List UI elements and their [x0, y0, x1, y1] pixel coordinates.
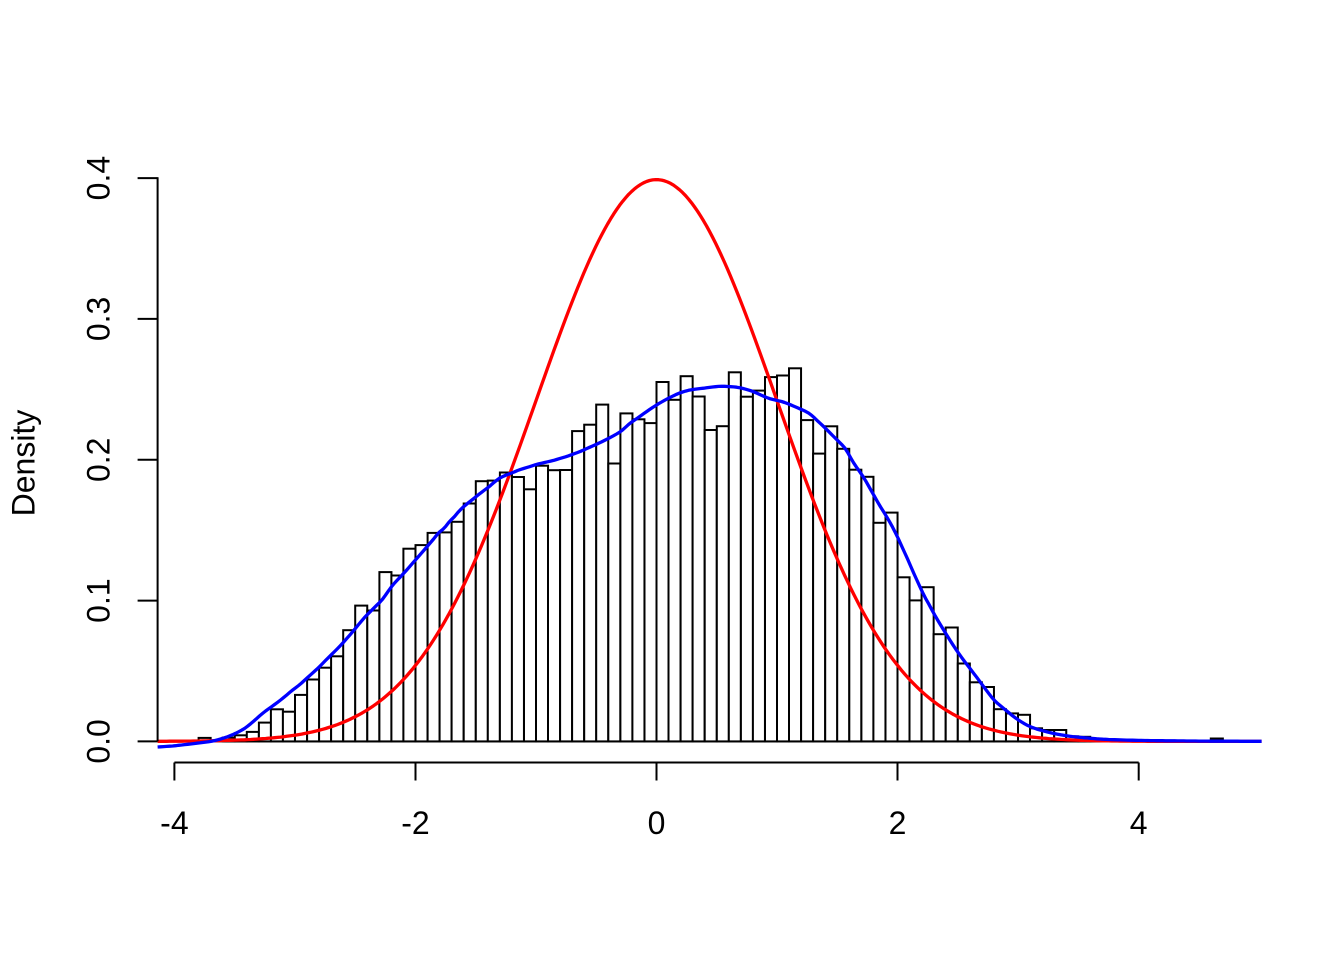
svg-text:0: 0	[648, 805, 666, 841]
svg-text:0.1: 0.1	[81, 578, 117, 622]
svg-text:0.2: 0.2	[81, 438, 117, 482]
svg-text:0.4: 0.4	[81, 156, 117, 200]
svg-text:0.0: 0.0	[81, 719, 117, 763]
svg-text:-4: -4	[160, 805, 188, 841]
svg-text:-2: -2	[401, 805, 429, 841]
svg-text:Density: Density	[6, 410, 42, 517]
svg-text:4: 4	[1130, 805, 1148, 841]
svg-text:0.3: 0.3	[81, 297, 117, 341]
svg-text:2: 2	[889, 805, 907, 841]
